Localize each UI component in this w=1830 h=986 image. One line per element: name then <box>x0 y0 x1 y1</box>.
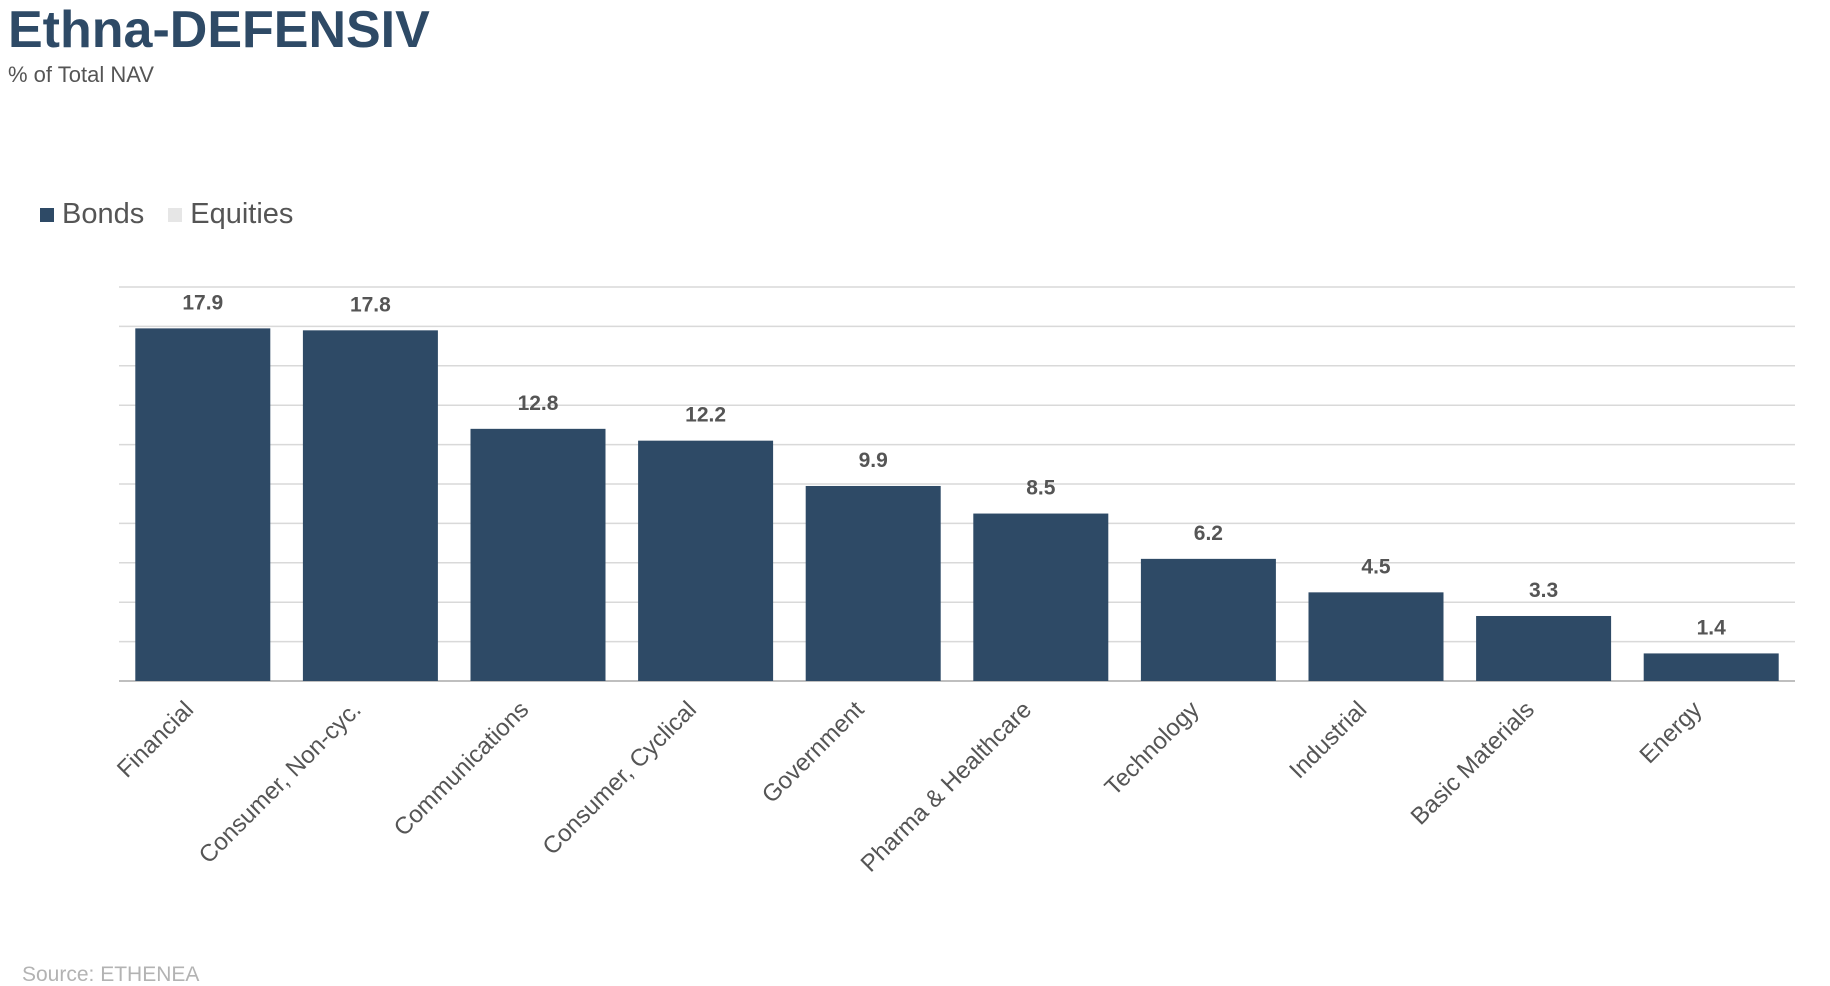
bar-bonds <box>135 328 271 681</box>
chart-subtitle: % of Total NAV <box>8 62 154 87</box>
category-label: Energy <box>1635 696 1708 769</box>
bar-bonds <box>973 513 1109 681</box>
data-label: 17.9 <box>182 291 223 314</box>
data-label: 1.4 <box>1697 616 1727 639</box>
chart-title: Ethna-DEFENSIV <box>8 1 430 59</box>
bar-bonds <box>1308 592 1444 681</box>
legend-label-bonds: Bonds <box>62 198 145 230</box>
data-label: 12.8 <box>518 392 559 415</box>
data-label: 6.2 <box>1194 522 1223 545</box>
chart-legend: Bonds Equities <box>40 198 317 231</box>
legend-swatch-bonds <box>40 207 54 222</box>
category-label: Technology <box>1100 696 1205 801</box>
data-label: 8.5 <box>1026 477 1056 500</box>
bar-bonds <box>638 440 774 681</box>
data-label: 12.2 <box>685 404 726 427</box>
bar-bonds <box>805 485 941 681</box>
category-label: Communications <box>389 696 534 841</box>
legend-item-bonds: Bonds <box>40 198 144 231</box>
source-note: Source: ETHENEA <box>22 963 200 986</box>
data-label: 17.8 <box>350 293 391 316</box>
data-label: 4.5 <box>1361 555 1391 578</box>
bar-bonds <box>470 428 606 681</box>
bar-bonds <box>1643 653 1779 681</box>
bar-bonds <box>1140 558 1276 681</box>
legend-item-equities: Equities <box>168 198 293 231</box>
category-label: Government <box>757 696 870 809</box>
category-label: Financial <box>112 696 199 783</box>
data-label: 3.3 <box>1529 579 1558 602</box>
data-label: 9.9 <box>859 449 888 472</box>
category-label: Basic Materials <box>1406 696 1540 830</box>
legend-swatch-equities <box>168 207 183 222</box>
category-label: Industrial <box>1284 696 1372 784</box>
category-label: Pharma & Healthcare <box>856 696 1037 877</box>
category-label: Consumer, Cyclical <box>538 696 702 860</box>
legend-label-equities: Equities <box>190 198 294 230</box>
category-label: Consumer, Non-cyc. <box>194 696 367 869</box>
bar-bonds <box>1476 615 1612 681</box>
bar-bonds <box>302 330 438 681</box>
